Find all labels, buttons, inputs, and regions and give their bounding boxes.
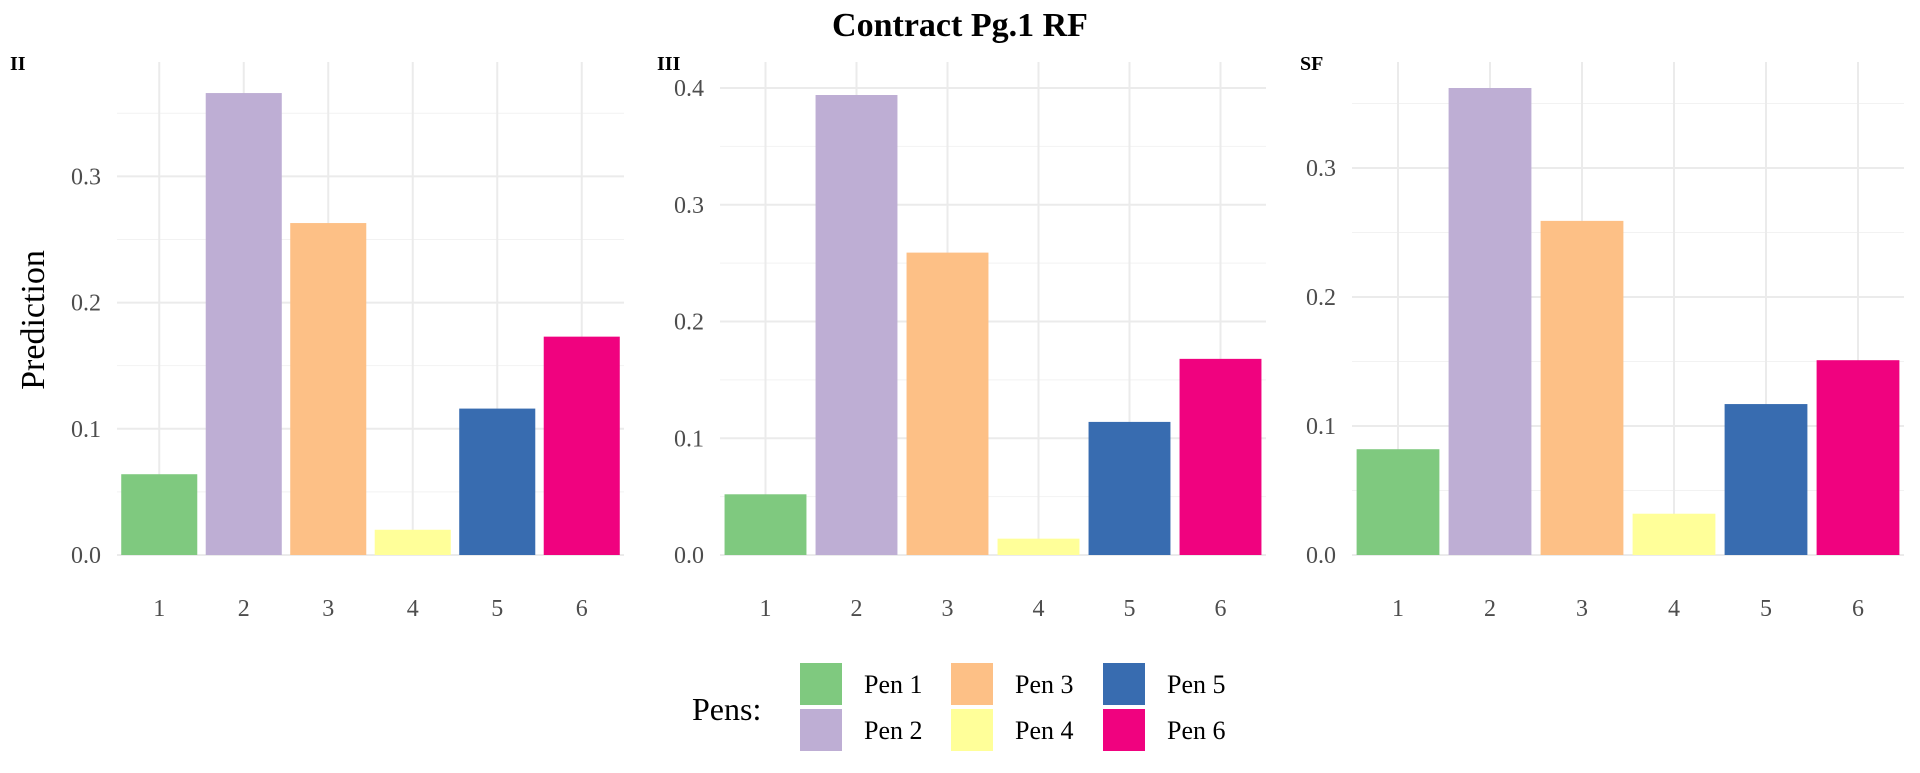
y-tick-label: 0.3 <box>1306 156 1336 182</box>
bar-pen-3 <box>1540 220 1624 556</box>
legend-item-3: Pen 3 <box>951 663 1074 705</box>
panel-iii: 0.0 0.1 0.2 0.3 0.4 1 2 3 4 5 6 III <box>657 53 1266 622</box>
x-tick-label: 5 <box>1124 596 1136 622</box>
x-tick-label: 5 <box>1760 596 1772 622</box>
bar-pen-4 <box>374 529 451 555</box>
bar-pen-1 <box>121 474 198 555</box>
legend-label: Pen 2 <box>864 716 923 745</box>
x-tick-label: 2 <box>238 596 250 622</box>
x-tick-label: 1 <box>1392 596 1404 622</box>
panel-sf: 0.0 0.1 0.2 0.3 1 2 3 4 5 6 SF <box>1300 53 1904 622</box>
chart-legend: Pens: Pen 1 Pen 2 Pen 3 Pen 4 Pen 5 Pen 6 <box>692 663 1226 751</box>
bar-pen-5 <box>1724 404 1808 555</box>
bar-pen-6 <box>1179 358 1262 555</box>
x-tick-label: 3 <box>942 596 954 622</box>
legend-label: Pen 4 <box>1015 716 1074 745</box>
x-tick-label: 6 <box>1215 596 1227 622</box>
x-tick-label: 6 <box>576 596 588 622</box>
legend-item-2: Pen 2 <box>800 709 923 751</box>
y-tick-label: 0.1 <box>1306 414 1336 440</box>
y-axis-label: Prediction <box>15 250 52 390</box>
y-tick-label: 0.2 <box>71 291 101 317</box>
y-tick-label: 0.0 <box>674 543 704 569</box>
y-tick-label: 0.3 <box>674 193 704 219</box>
bar-pen-4 <box>997 538 1080 555</box>
legend-label: Pen 5 <box>1167 670 1226 699</box>
x-tick-label: 2 <box>851 596 863 622</box>
x-tick-label: 6 <box>1852 596 1864 622</box>
legend-item-5: Pen 5 <box>1103 663 1226 705</box>
bar-pen-5 <box>459 408 536 555</box>
bar-pen-2 <box>815 95 898 555</box>
panel-label: SF <box>1300 53 1323 75</box>
bar-pen-4 <box>1632 513 1716 555</box>
legend-swatch <box>951 663 993 705</box>
bar-pen-2 <box>205 93 282 555</box>
legend-item-1: Pen 1 <box>800 663 923 705</box>
chart-panels: 0.0 0.1 0.2 0.3 1 2 3 4 5 6 II 0.0 0.1 0.2 0.3 0.4 1 2 3 4 5… <box>10 53 1904 622</box>
legend-swatch <box>1103 709 1145 751</box>
y-tick-label: 0.0 <box>71 543 101 569</box>
y-tick-label: 0.4 <box>674 76 704 102</box>
panel-label: III <box>657 53 681 75</box>
legend-item-6: Pen 6 <box>1103 709 1226 751</box>
panel-label: II <box>10 53 26 75</box>
y-tick-label: 0.1 <box>71 417 101 443</box>
bar-pen-5 <box>1088 421 1171 555</box>
x-tick-label: 3 <box>1576 596 1588 622</box>
y-tick-label: 0.2 <box>1306 285 1336 311</box>
x-tick-label: 2 <box>1484 596 1496 622</box>
bar-pen-3 <box>290 223 367 556</box>
x-tick-label: 4 <box>407 596 419 622</box>
x-tick-label: 4 <box>1668 596 1680 622</box>
x-tick-label: 1 <box>153 596 165 622</box>
y-tick-label: 0.2 <box>674 310 704 336</box>
legend-label: Pen 6 <box>1167 716 1226 745</box>
panel-ii: 0.0 0.1 0.2 0.3 1 2 3 4 5 6 II <box>10 53 624 622</box>
legend-swatch <box>1103 663 1145 705</box>
legend-label: Pen 1 <box>864 670 923 699</box>
legend-swatch <box>800 709 842 751</box>
bar-pen-6 <box>1816 360 1900 555</box>
x-tick-label: 3 <box>322 596 334 622</box>
y-tick-label: 0.3 <box>71 164 101 190</box>
y-tick-label: 0.1 <box>674 426 704 452</box>
x-tick-label: 1 <box>760 596 772 622</box>
bar-pen-3 <box>906 252 989 555</box>
bar-pen-1 <box>1356 449 1440 555</box>
legend-swatch <box>800 663 842 705</box>
legend-label: Pen 3 <box>1015 670 1074 699</box>
bar-pen-1 <box>724 494 807 555</box>
x-tick-label: 4 <box>1033 596 1045 622</box>
chart-title: Contract Pg.1 RF <box>832 7 1088 44</box>
legend-swatch <box>951 709 993 751</box>
bar-pen-2 <box>1448 88 1532 555</box>
x-tick-label: 5 <box>491 596 503 622</box>
bar-pen-6 <box>543 336 620 555</box>
legend-title: Pens: <box>692 691 761 727</box>
y-tick-label: 0.0 <box>1306 543 1336 569</box>
legend-item-4: Pen 4 <box>951 709 1074 751</box>
